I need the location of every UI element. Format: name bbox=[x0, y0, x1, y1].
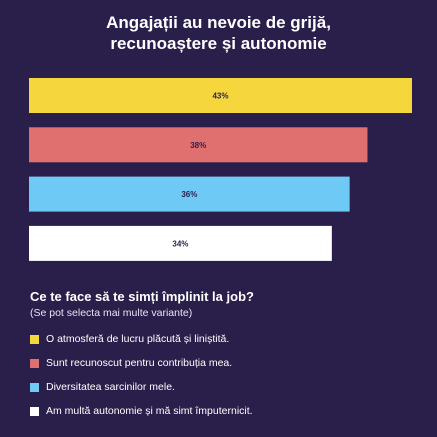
legend: O atmosferă de lucru plăcută și liniștit… bbox=[30, 327, 430, 423]
legend-swatch-yellow bbox=[30, 334, 39, 344]
legend-label: Am multă autonomie și mă simt împuternic… bbox=[46, 405, 253, 417]
chart-title: Angajații au nevoie de grijă, recunoaște… bbox=[0, 12, 437, 54]
legend-label: O atmosferă de lucru plăcută și liniștit… bbox=[46, 333, 230, 345]
chart-title-line-2: recunoaștere și autonomie bbox=[110, 34, 327, 53]
bar-1 bbox=[29, 78, 412, 113]
bar-value-label-2: 38% bbox=[190, 141, 206, 150]
bar-4 bbox=[29, 225, 332, 261]
legend-item-autonomy: Am multă autonomie și mă simt împuternic… bbox=[30, 399, 430, 423]
legend-swatch-white bbox=[30, 406, 39, 416]
legend-subheading: (Se pot selecta mai multe variante) bbox=[30, 307, 193, 319]
legend-swatch-blue bbox=[30, 382, 39, 392]
legend-item-diversity: Diversitatea sarcinilor mele. bbox=[30, 375, 430, 399]
chart-title-line-1: Angajații au nevoie de grijă, bbox=[106, 13, 331, 32]
legend-heading: Ce te face să te simți împlinit la job? bbox=[30, 289, 254, 304]
legend-label: Sunt recunoscut pentru contribuția mea. bbox=[46, 357, 233, 369]
legend-swatch-red bbox=[30, 358, 39, 368]
bar-2 bbox=[29, 127, 368, 163]
bar-value-label-4: 34% bbox=[172, 239, 188, 248]
legend-item-recognition: Sunt recunoscut pentru contribuția mea. bbox=[30, 351, 430, 375]
bar-value-label-3: 36% bbox=[181, 190, 197, 199]
bar-3 bbox=[29, 176, 350, 212]
legend-item-atmosphere: O atmosferă de lucru plăcută și liniștit… bbox=[30, 327, 430, 351]
legend-label: Diversitatea sarcinilor mele. bbox=[46, 381, 175, 393]
bar-value-label-1: 43% bbox=[212, 92, 228, 101]
